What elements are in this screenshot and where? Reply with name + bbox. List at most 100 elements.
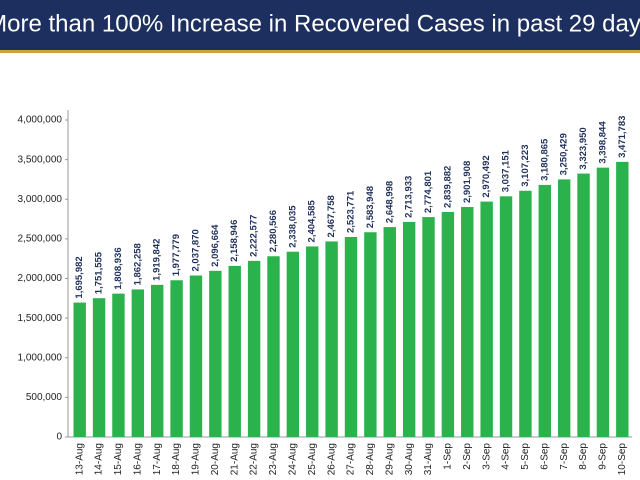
x-tick-label: 8-Sep: [578, 443, 589, 470]
bar: [209, 270, 222, 437]
bar: [151, 284, 164, 437]
value-label: 2,158,946: [229, 220, 240, 262]
value-label: 1,919,842: [152, 239, 163, 281]
value-label: 2,583,948: [365, 186, 376, 228]
bar: [267, 256, 280, 437]
bar: [480, 201, 493, 437]
x-tick-label: 17-Aug: [152, 443, 163, 475]
value-label: 2,037,870: [190, 229, 201, 271]
bar: [286, 251, 300, 437]
value-label: 2,839,882: [442, 166, 453, 208]
value-label: 1,808,936: [113, 247, 124, 289]
x-tick-label: 25-Aug: [307, 443, 318, 475]
bar: [189, 275, 203, 437]
x-tick-label: 10-Sep: [617, 443, 628, 476]
value-label: 2,280,566: [268, 210, 279, 252]
bar: [364, 232, 377, 437]
value-label: 2,523,771: [346, 190, 357, 233]
y-tick-label: 3,000,000: [18, 194, 63, 205]
value-label: 2,467,758: [326, 195, 337, 237]
x-tick-label: 18-Aug: [171, 443, 182, 475]
value-label: 2,096,664: [210, 224, 221, 267]
value-label: 2,404,585: [307, 199, 318, 242]
bar: [519, 190, 532, 437]
x-tick-label: 30-Aug: [404, 443, 415, 475]
bar: [557, 179, 571, 437]
y-tick-label: 4,000,000: [18, 115, 63, 126]
y-tick-label: 1,000,000: [18, 352, 63, 363]
x-tick-label: 23-Aug: [268, 443, 279, 475]
y-tick-label: 0: [56, 432, 62, 443]
bar: [461, 207, 474, 437]
value-label: 1,977,779: [171, 234, 182, 276]
x-tick-label: 31-Aug: [423, 443, 434, 475]
bar: [383, 227, 396, 437]
x-tick-label: 7-Sep: [559, 443, 570, 470]
y-tick-label: 500,000: [26, 392, 63, 403]
banner-rule: [0, 50, 640, 53]
bar: [577, 173, 590, 437]
value-label: 3,107,223: [520, 144, 531, 186]
x-tick-label: 28-Aug: [365, 443, 376, 475]
bar: [441, 211, 455, 437]
value-label: 2,648,998: [384, 181, 395, 223]
bar: [170, 280, 183, 437]
chart-title: More than 100% Increase in Recovered Cas…: [0, 10, 640, 37]
x-tick-label: 2-Sep: [462, 443, 473, 470]
x-tick-label: 6-Sep: [539, 443, 550, 470]
value-label: 3,323,950: [578, 127, 589, 169]
value-label: 1,695,982: [74, 256, 85, 298]
value-label: 3,471,783: [617, 116, 628, 158]
bar: [228, 265, 241, 437]
value-label: 2,970,492: [481, 155, 492, 197]
value-label: 2,338,035: [287, 205, 298, 248]
value-label: 3,250,429: [559, 133, 570, 175]
y-tick-label: 3,500,000: [18, 154, 63, 165]
title-banner: [0, 0, 640, 50]
x-tick-label: 14-Aug: [94, 443, 105, 475]
bar: [92, 298, 106, 437]
x-tick-label: 1-Sep: [443, 443, 454, 470]
x-tick-label: 24-Aug: [288, 443, 299, 475]
bar: [499, 196, 513, 437]
value-label: 1,862,258: [132, 243, 143, 285]
value-label: 2,901,908: [462, 161, 473, 203]
bar: [247, 260, 261, 437]
bar: [112, 293, 125, 437]
value-label: 2,774,801: [423, 170, 434, 213]
value-label: 3,037,151: [501, 149, 512, 192]
x-tick-label: 20-Aug: [210, 443, 221, 475]
bar: [73, 302, 86, 437]
x-tick-label: 3-Sep: [481, 443, 492, 470]
bar: [344, 236, 358, 437]
x-tick-label: 15-Aug: [113, 443, 124, 475]
bar: [325, 241, 338, 437]
x-tick-label: 13-Aug: [74, 443, 85, 475]
bar: [131, 289, 145, 437]
bar: [422, 217, 435, 437]
x-tick-label: 5-Sep: [520, 443, 531, 470]
value-label: 2,713,933: [404, 176, 415, 218]
value-label: 3,398,844: [597, 121, 608, 164]
x-tick-label: 19-Aug: [191, 443, 202, 475]
y-tick-label: 1,500,000: [18, 313, 63, 324]
bar: [616, 161, 629, 437]
y-tick-label: 2,000,000: [18, 273, 63, 284]
x-tick-label: 9-Sep: [598, 443, 609, 470]
x-tick-label: 26-Aug: [326, 443, 337, 475]
bar: [306, 246, 319, 437]
value-label: 2,222,577: [249, 215, 260, 257]
x-tick-label: 22-Aug: [249, 443, 260, 475]
x-tick-label: 27-Aug: [346, 443, 357, 475]
bar: [538, 184, 551, 437]
bar: [402, 221, 416, 437]
x-tick-label: 21-Aug: [229, 443, 240, 475]
x-tick-label: 4-Sep: [501, 443, 512, 470]
x-tick-label: 29-Aug: [384, 443, 395, 475]
y-tick-label: 2,500,000: [18, 234, 63, 245]
value-label: 1,751,555: [94, 251, 105, 294]
x-tick-label: 16-Aug: [132, 443, 143, 475]
bar: [596, 167, 610, 438]
